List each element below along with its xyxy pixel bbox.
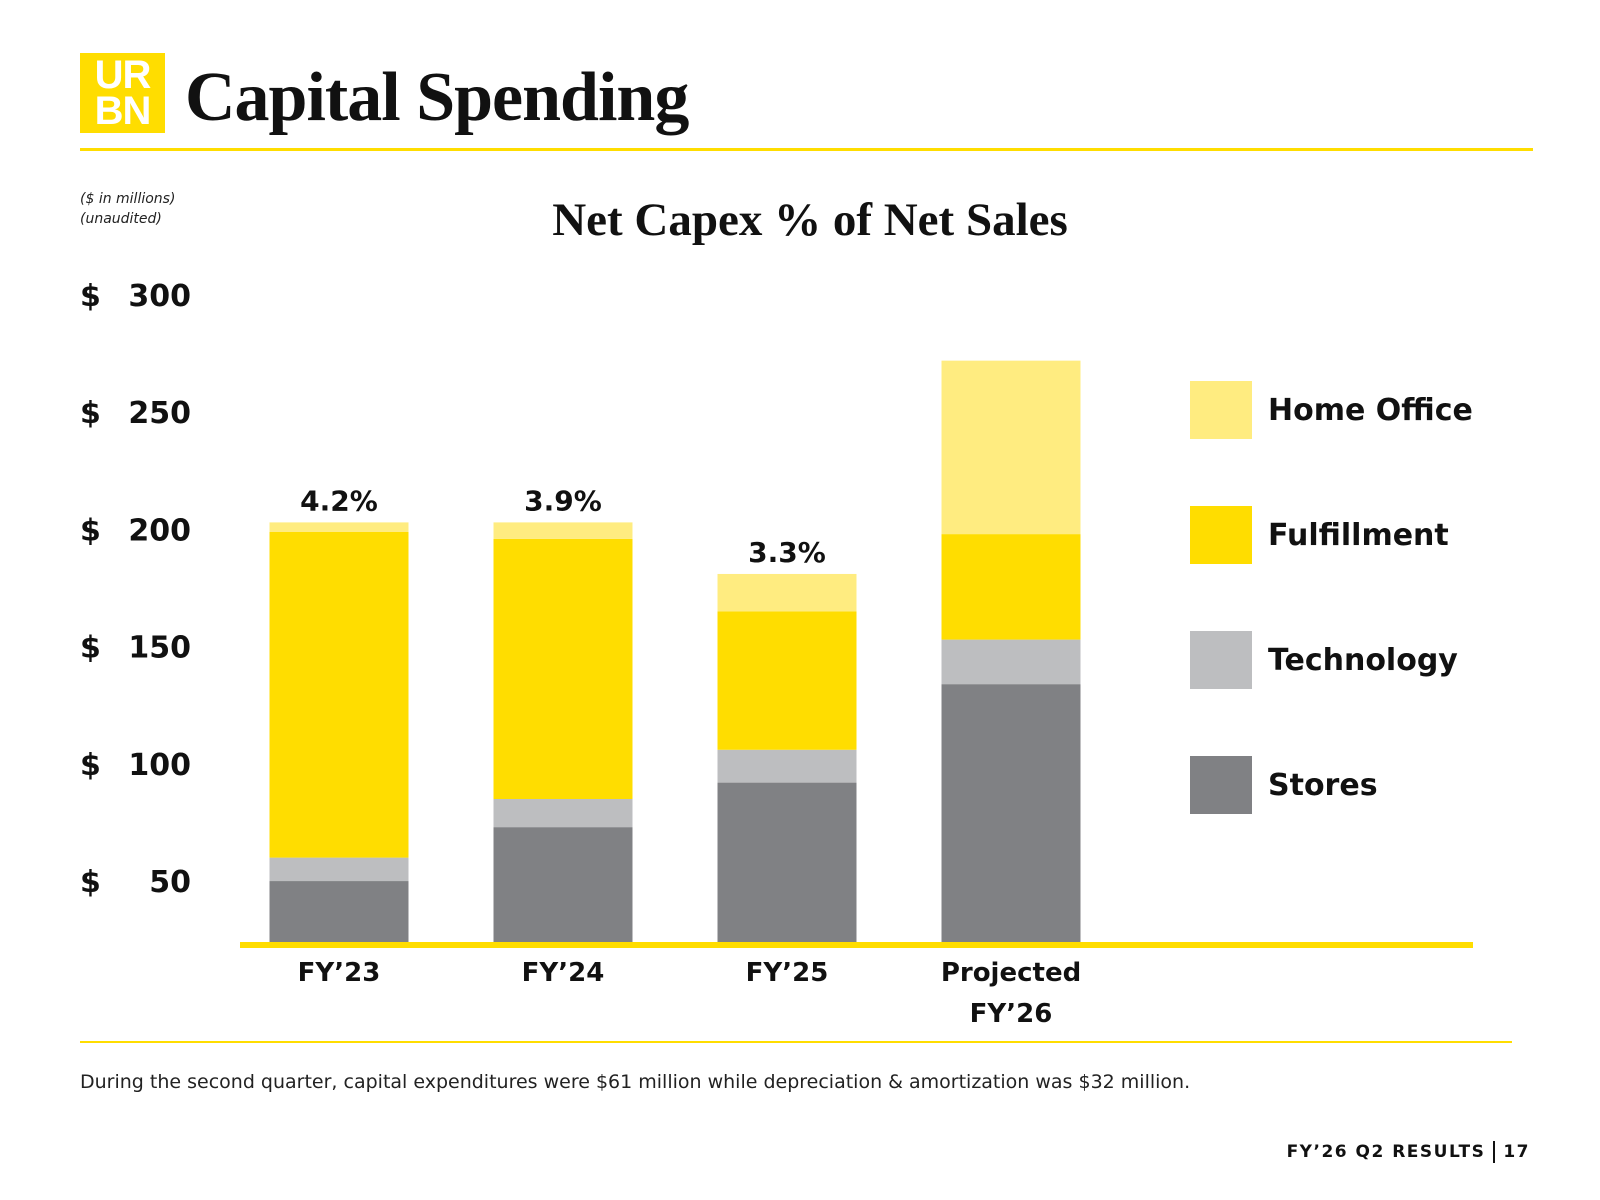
bar-segment-technology [269,857,409,882]
logo-line-2: BN [94,89,152,133]
page-number: 17 [1503,1142,1530,1162]
title-divider [80,148,1533,151]
legend-swatch [1190,756,1252,814]
y-tick-label: 250 [128,396,191,431]
bar-segment-home-office [941,360,1081,535]
y-tick-label: 200 [128,513,191,548]
urbn-logo: UR BN [80,53,165,133]
footnote: During the second quarter, capital expen… [80,1071,1191,1093]
legend-swatch [1190,381,1252,439]
logo-line-1: UR [94,53,152,97]
footer: FY’26 Q2 RESULTS 17 [1287,1141,1530,1163]
units-note: ($ in millions) (unaudited) [80,189,175,229]
footer-separator [1493,1141,1496,1163]
x-tick-label: FY’23 [298,958,381,988]
legend-label: Technology [1268,643,1458,678]
legend-label: Home Office [1268,393,1473,428]
x-tick-label: FY’25 [746,958,829,988]
bar-segment-technology [717,749,857,783]
capex-stacked-bar-chart: $50 $ 100 $ 150 $ 200 $ 250 $ 300 4.2% FY’23 3.9% FY’2… [80,279,1473,1029]
legend-swatch [1190,506,1252,564]
bar-segment-stores [941,684,1081,942]
bar-segment-home-office [493,522,633,539]
bar-segment-stores [717,782,857,942]
x-tick-label: FY’26 [970,999,1053,1029]
bar-percent-label: 3.9% [524,484,602,517]
bar-segment-fulfillment [269,531,409,858]
bar-segment-fulfillment [493,538,633,800]
bar-segment-home-office [717,573,857,612]
legend-label: Fulfillment [1268,518,1449,553]
footer-report-label: FY’26 Q2 RESULTS [1286,1142,1486,1162]
y-tick-label: 300 [128,279,191,314]
bar-segment-home-office [269,522,409,532]
bar-segment-fulfillment [941,534,1081,640]
y-tick-label: 100 [128,748,191,783]
bar-segment-technology [493,799,633,828]
bar-segment-fulfillment [717,611,857,750]
page-title: Capital Spending [185,59,689,136]
y-tick-label: $ [80,631,101,666]
bar-percent-label: 4.2% [300,484,378,517]
bar-percent-label: 3.3% [748,536,826,569]
chart-title: Net Capex % of Net Sales [552,194,1068,246]
y-tick-label: $ [80,513,101,548]
y-tick-label: $ [80,748,101,783]
y-tick-label: $ [80,865,101,900]
y-tick-label: 50 [149,865,191,900]
y-tick-label: $ [80,396,101,431]
bar-segment-technology [941,639,1081,685]
legend-label: Stores [1268,768,1378,803]
units-note-line: (unaudited) [80,211,162,227]
units-note-line: ($ in millions) [80,191,176,207]
legend-swatch [1190,631,1252,689]
y-tick-label: $ [80,279,101,314]
x-tick-label: Projected [941,958,1081,988]
bar-segment-stores [493,827,633,942]
y-tick-label: 150 [128,631,191,666]
footnote-divider [80,1041,1512,1043]
x-axis-line [240,942,1473,948]
bar-segment-stores [269,881,409,942]
x-tick-label: FY’24 [522,958,605,988]
